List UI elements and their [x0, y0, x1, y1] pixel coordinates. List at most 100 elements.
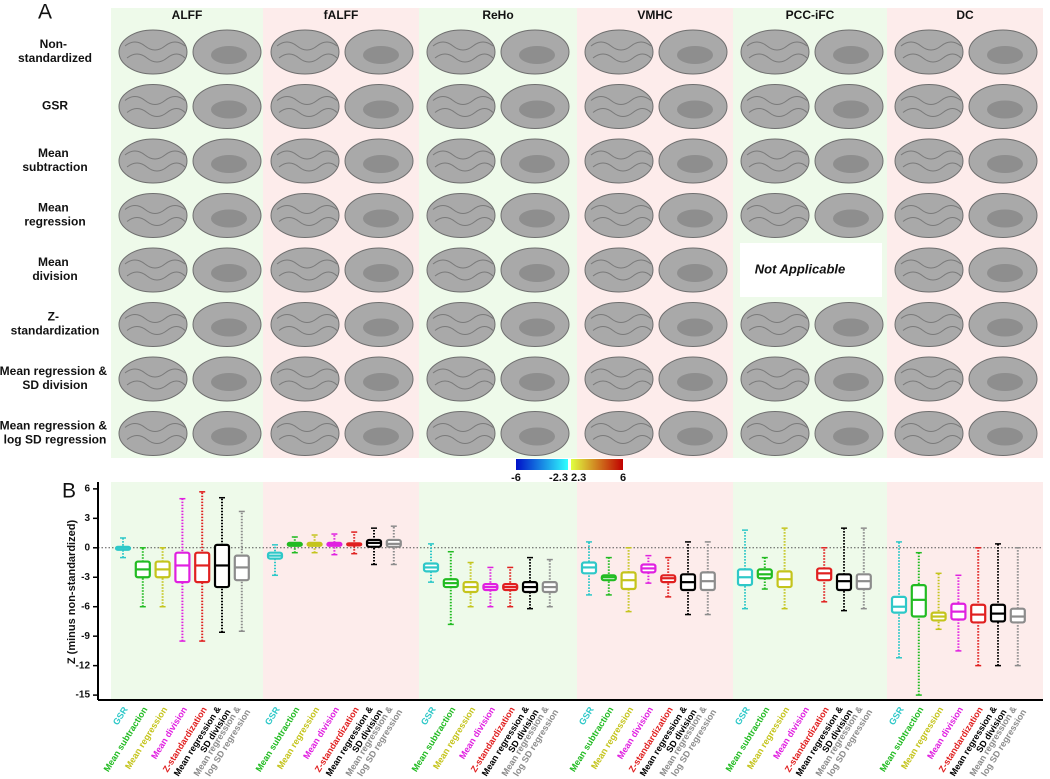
brain-medial-core — [987, 318, 1023, 337]
y-tick-label: -3 — [81, 572, 90, 583]
brain-lateral — [270, 411, 340, 456]
brain-folds — [276, 368, 338, 390]
row-label: Mean regression & log SD regression — [0, 418, 110, 446]
brain-medial-core — [211, 318, 247, 337]
brain-folds — [746, 150, 808, 172]
group-background — [263, 482, 419, 700]
box — [890, 595, 908, 614]
brain-medial-core — [519, 373, 555, 391]
brain-lateral — [740, 138, 810, 184]
column-header: fALFF — [324, 8, 359, 22]
colorbar-positive — [571, 459, 623, 470]
brain-lateral — [270, 247, 340, 293]
brain-folds — [746, 41, 808, 63]
brain-medial-core — [677, 209, 713, 228]
row-label: Non- standardized — [18, 37, 92, 65]
y-tick-label: 3 — [84, 513, 90, 524]
row-label: Mean regression & SD division — [0, 364, 110, 392]
brain-lateral — [584, 138, 654, 184]
brain-lateral — [118, 193, 188, 238]
brain-lateral — [270, 84, 340, 129]
colorbar-tick-label: 2.3 — [571, 472, 586, 484]
brain-folds — [432, 423, 494, 444]
brain-lateral — [426, 84, 496, 129]
brain-lateral — [740, 356, 810, 402]
brain-lateral — [584, 193, 654, 238]
brain-lateral — [426, 302, 496, 347]
brain-medial-core — [833, 427, 869, 446]
brain-folds — [432, 368, 494, 390]
brain-lateral — [894, 356, 964, 402]
brain-lateral — [740, 302, 810, 347]
brain-medial-core — [519, 155, 555, 173]
brain-folds — [590, 314, 652, 335]
brain-medial-core — [987, 427, 1023, 446]
brain-lateral — [270, 302, 340, 347]
brain-medial-core — [987, 46, 1023, 64]
brain-lateral — [118, 247, 188, 293]
brain-folds — [900, 368, 962, 390]
brain-medial-core — [987, 373, 1023, 391]
brain-medial-core — [363, 427, 399, 446]
brain-lateral — [426, 138, 496, 184]
brain-lateral — [894, 29, 964, 75]
brain-medial-core — [833, 46, 869, 64]
brain-medial-core — [677, 100, 713, 119]
brain-lateral — [426, 193, 496, 238]
brain-folds — [432, 205, 494, 226]
brain-folds — [276, 423, 338, 444]
brain-folds — [124, 314, 186, 335]
brain-medial-core — [519, 46, 555, 64]
box — [174, 551, 191, 584]
brain-medial-core — [211, 46, 247, 64]
row-label: Mean regression — [24, 200, 85, 228]
colorbar-tick-label: -2.3 — [549, 472, 568, 484]
brain-folds — [276, 205, 338, 226]
column-header: ReHo — [482, 8, 513, 22]
brain-folds — [432, 96, 494, 117]
brain-medial-core — [987, 264, 1023, 282]
brain-folds — [124, 41, 186, 63]
brain-folds — [124, 96, 186, 117]
brain-lateral — [270, 29, 340, 75]
brain-medial-core — [363, 100, 399, 119]
brain-medial-core — [519, 318, 555, 337]
x-tick-label: GSR — [419, 705, 438, 727]
row-label: GSR — [42, 99, 68, 113]
brain-lateral — [426, 247, 496, 293]
brain-medial-core — [519, 427, 555, 446]
panel-label: B — [62, 480, 76, 503]
brain-medial-core — [363, 318, 399, 337]
brain-lateral — [894, 302, 964, 347]
brain-medial-core — [363, 373, 399, 391]
brain-folds — [432, 259, 494, 281]
brain-folds — [746, 205, 808, 226]
brain-medial-core — [211, 427, 247, 446]
brain-medial-core — [677, 155, 713, 173]
brain-folds — [590, 423, 652, 444]
brain-lateral — [740, 193, 810, 238]
brain-medial-core — [987, 100, 1023, 119]
brain-lateral — [584, 302, 654, 347]
brain-medial-core — [363, 264, 399, 282]
brain-lateral — [584, 356, 654, 402]
y-tick-label: -15 — [76, 690, 91, 701]
colorbar-negative — [516, 459, 568, 470]
y-tick-label: 6 — [84, 484, 90, 495]
not-applicable-box — [740, 243, 882, 297]
brain-folds — [432, 314, 494, 335]
column-header: DC — [956, 8, 974, 22]
column-header: ALFF — [172, 8, 203, 22]
row-label: Mean subtraction — [22, 146, 87, 174]
brain-lateral — [118, 411, 188, 456]
brain-medial-core — [519, 264, 555, 282]
brain-lateral — [894, 411, 964, 456]
brain-folds — [432, 41, 494, 63]
column-header: VMHC — [637, 8, 673, 22]
not-applicable: Not Applicable — [755, 261, 846, 276]
brain-folds — [276, 259, 338, 281]
brain-folds — [590, 259, 652, 281]
brain-lateral — [740, 411, 810, 456]
brain-medial-core — [677, 427, 713, 446]
y-tick-label: -9 — [81, 631, 90, 642]
